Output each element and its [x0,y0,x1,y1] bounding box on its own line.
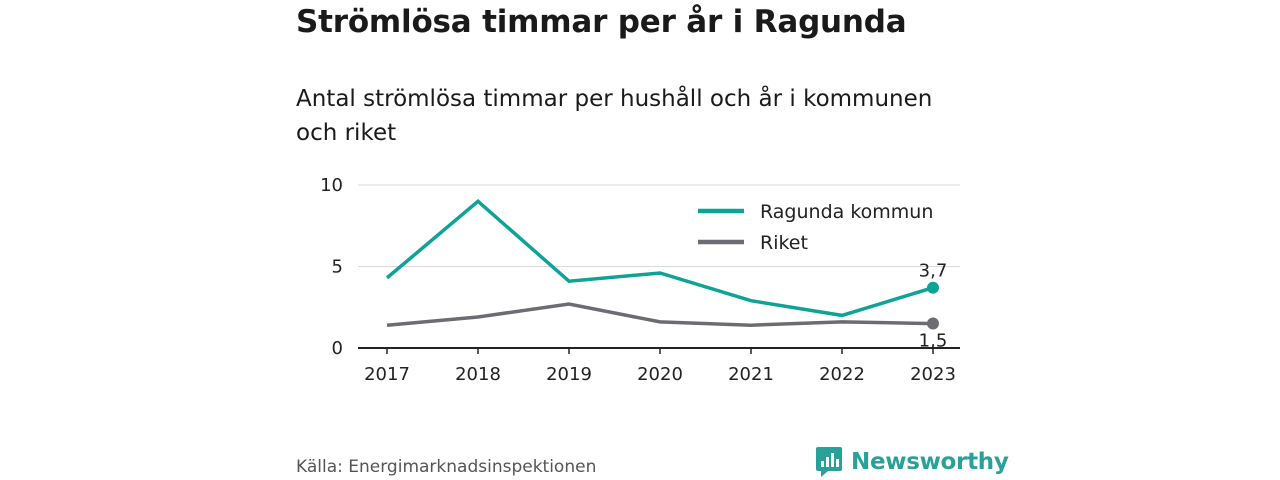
y-tick-label: 0 [332,338,343,359]
chart-subtitle: Antal strömlösa timmar per hushåll och å… [296,86,933,146]
x-tick-label: 2023 [910,364,956,385]
legend-label-0: Ragunda kommun [760,201,933,223]
x-axis: 2017 2018 2019 2020 2021 2022 2023 [358,347,960,385]
series-end-label-0: 3,7 [919,261,948,282]
chart-title: Strömlösa timmar per år i Ragunda [296,4,907,40]
series-lines: 3,7 1,5 [385,198,948,352]
series-line-0 [385,198,934,318]
brand-name: Newsworthy [851,449,1009,475]
x-tick-label: 2018 [455,364,501,385]
line-chart: 0 5 10 2017 2018 2019 2020 2021 2022 2023 3,7 1,5… [320,175,960,385]
source-note: Källa: Energimarknadsinspektionen [296,457,597,477]
series-end-point-1 [927,317,939,330]
series-end-point-0 [927,281,939,294]
x-tick-label: 2020 [637,364,683,385]
series-line-1 [386,302,934,327]
x-tick-label: 2021 [728,364,774,385]
y-tick-label: 5 [332,257,343,278]
newsworthy-logo-icon [816,447,842,477]
y-tick-label: 10 [320,175,343,196]
legend: Ragunda kommun Riket [698,201,933,254]
x-tick-label: 2022 [819,364,865,385]
grid-lines [358,184,960,267]
x-tick-label: 2019 [546,364,592,385]
series-end-label-1: 1,5 [919,331,948,352]
brand-logo[interactable]: Newsworthy [815,446,1009,478]
x-tick-label: 2017 [364,364,410,385]
legend-label-1: Riket [760,232,808,254]
y-axis-ticks: 0 5 10 [320,175,343,359]
